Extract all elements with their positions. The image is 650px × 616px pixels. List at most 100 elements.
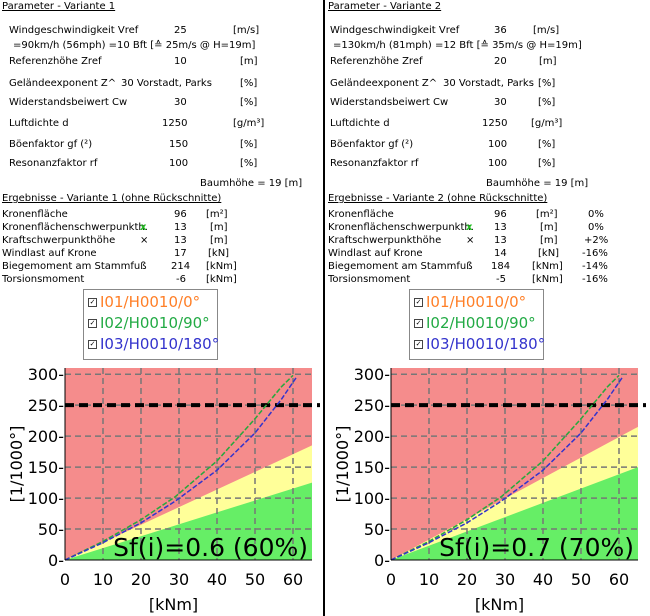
checkbox-icon[interactable]: ✓	[88, 318, 97, 328]
drag-coef-label: Widerstandsbeiwert Cw	[330, 97, 449, 108]
series-legend: ✓ I01/H0010/0° ✓ I02/H0010/90° ✓ I03/H0010/…	[409, 289, 545, 360]
resonance-factor-unit: [%]	[538, 158, 556, 169]
result-label: Biegemoment am Stammfuß	[328, 261, 473, 272]
legend-item-i02[interactable]: ✓ I02/H0010/90°	[414, 314, 536, 334]
drag-coef-value[interactable]: 30	[174, 97, 187, 108]
y-tick-label: 300-	[354, 365, 390, 384]
checkbox-icon[interactable]: ✓	[414, 318, 423, 328]
result-label: Kronenflächenschwerpunkth.	[328, 222, 474, 233]
gust-factor-unit: [%]	[240, 139, 258, 150]
y-tick-label: 0-	[48, 551, 64, 570]
result-label: Kraftschwerpunkthöhe	[2, 235, 116, 246]
y-tick-label: 200-	[354, 427, 390, 446]
legend-label: I01/H0010/0°	[100, 293, 201, 311]
result-value: -5	[496, 274, 506, 285]
panel-separator	[323, 0, 325, 616]
result-unit: [kN]	[208, 248, 230, 259]
result-value: 184	[491, 261, 511, 272]
torsion-chart: 0- 50- 100- 150- 200- 250- 300- 0 10 20 30 40 50 60 [k…	[333, 365, 646, 614]
x-tick-label: 60	[283, 570, 303, 589]
wind-value[interactable]: 36	[494, 25, 507, 36]
drag-coef-value[interactable]: 30	[494, 97, 507, 108]
safe-zone	[65, 482, 312, 560]
air-density-label: Luftdichte d	[330, 118, 390, 129]
result-value: 13	[494, 222, 507, 233]
x-tick-label: 0	[60, 570, 70, 589]
parameter-title: Parameter - Variante 1	[2, 1, 116, 12]
legend-item-i03[interactable]: ✓ I03/H0010/180°	[88, 335, 219, 355]
air-density-value[interactable]: 1250	[482, 118, 508, 129]
result-unit: [kNm]	[206, 261, 237, 272]
tree-height: Baumhöhe = 19 [m]	[200, 178, 303, 189]
parameter-title: Parameter - Variante 2	[328, 1, 442, 12]
resonance-factor-label: Resonanzfaktor rf	[9, 158, 98, 169]
terrain-exp-value[interactable]: 30 Vorstadt, Parks	[443, 78, 534, 89]
checkbox-icon[interactable]: ✓	[414, 339, 423, 349]
legend-item-i03[interactable]: ✓ I03/H0010/180°	[414, 335, 545, 355]
x-tick-label: 10	[419, 570, 439, 589]
checkbox-icon[interactable]: ✓	[88, 339, 97, 349]
y-axis-label: [1/1000°]	[333, 426, 352, 503]
y-tick-label: 0-	[374, 551, 390, 570]
legend-label: I03/H0010/180°	[100, 335, 220, 353]
result-change: +2%	[584, 235, 609, 246]
variant-panel-2: Parameter - Variante 2 Windgeschwindigke…	[326, 0, 650, 616]
series-legend: ✓ I01/H0010/0° ✓ I02/H0010/90° ✓ I03/H0010/…	[83, 289, 219, 360]
gust-factor-value[interactable]: 100	[488, 139, 508, 150]
result-label: Windlast auf Krone	[2, 248, 97, 259]
variant-panel-1: Parameter - Variante 1 Windgeschwindigke…	[0, 0, 324, 616]
result-label: Kronenfläche	[2, 209, 68, 220]
force-center-marker-icon: ⨯	[466, 235, 475, 246]
ref-height-value[interactable]: 20	[494, 56, 507, 67]
legend-item-i01[interactable]: ✓ I01/H0010/0°	[414, 293, 526, 313]
air-density-unit: [g/m³]	[531, 118, 563, 129]
result-change: 0%	[588, 209, 604, 220]
legend-item-i01[interactable]: ✓ I01/H0010/0°	[88, 293, 200, 313]
y-tick-label: 200-	[28, 427, 64, 446]
x-tick-label: 20	[131, 570, 151, 589]
terrain-exp-label: Geländeexponent Z^	[9, 78, 117, 89]
result-label: Torsionsmoment	[2, 274, 85, 285]
resonance-factor-label: Resonanzfaktor rf	[330, 158, 419, 169]
result-value: 214	[171, 261, 191, 272]
result-label: Kraftschwerpunkthöhe	[328, 235, 442, 246]
x-axis-label: [kNm]	[149, 595, 198, 614]
checkbox-icon[interactable]: ✓	[88, 297, 97, 307]
x-tick-label: 30	[495, 570, 515, 589]
result-unit: [m]	[210, 235, 228, 246]
resonance-factor-value[interactable]: 100	[488, 158, 508, 169]
gust-factor-value[interactable]: 150	[169, 139, 189, 150]
air-density-value[interactable]: 1250	[162, 118, 188, 129]
result-unit: [m²]	[206, 209, 228, 220]
drag-coef-unit: [%]	[538, 97, 556, 108]
gust-factor-unit: [%]	[538, 139, 556, 150]
y-axis-label: [1/1000°]	[7, 426, 26, 503]
safety-factor-label: Sf(i)=0.7 (70%)	[439, 533, 634, 562]
legend-item-i02[interactable]: ✓ I02/H0010/90°	[88, 314, 210, 334]
x-tick-label: 50	[571, 570, 591, 589]
y-tick-label: 300-	[28, 365, 64, 384]
ref-height-unit: [m]	[240, 56, 258, 67]
result-change: -14%	[582, 261, 608, 272]
wind-value[interactable]: 25	[174, 25, 187, 36]
y-tick-label: 50-	[364, 520, 390, 539]
wind-note: =90km/h (56mph) =10 Bft [≙ 25m/s @ H=19m…	[13, 40, 256, 51]
result-change: 0%	[588, 222, 604, 233]
series-line	[390, 374, 620, 561]
y-tick-label: 50-	[38, 520, 64, 539]
result-change: -16%	[582, 274, 608, 285]
result-value: 96	[494, 209, 507, 220]
terrain-exp-value[interactable]: 30 Vorstadt, Parks	[121, 78, 212, 89]
centroid-marker-icon: x	[466, 222, 473, 233]
legend-label: I02/H0010/90°	[426, 314, 536, 332]
result-unit: [m]	[210, 222, 228, 233]
ref-height-value[interactable]: 10	[174, 56, 187, 67]
safety-factor-label: Sf(i)=0.6 (60%)	[113, 533, 308, 562]
x-tick-label: 50	[245, 570, 265, 589]
air-density-unit: [g/m³]	[233, 118, 265, 129]
checkbox-icon[interactable]: ✓	[414, 297, 423, 307]
series-line	[64, 374, 294, 561]
resonance-factor-value[interactable]: 100	[169, 158, 189, 169]
ref-height-label: Referenzhöhe Zref	[330, 56, 423, 67]
gust-factor-label: Böenfaktor gf (²)	[9, 139, 93, 150]
